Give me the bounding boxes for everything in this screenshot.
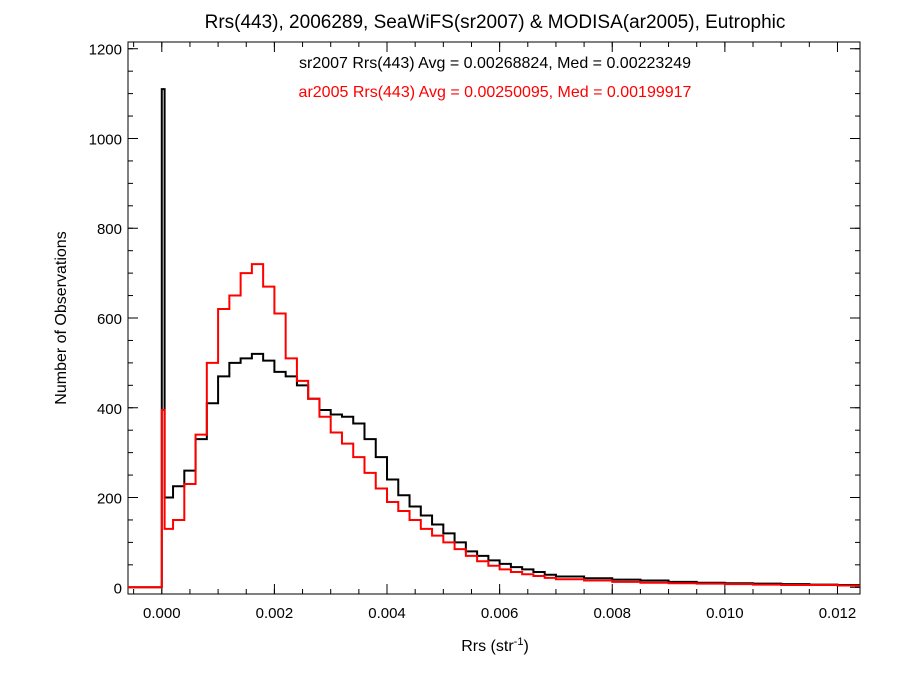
y-tick-labels: 0 200 400 600 800 1000 1200 [89,42,122,598]
plot-area-frame [127,41,861,595]
series-line-ar2005 [128,263,860,589]
x-tick-label: 0.008 [593,605,631,622]
annotation-sr2007: sr2007 Rrs(443) Avg = 0.00268824, Med = … [299,55,691,72]
y-tick-label: 400 [97,401,122,418]
x-tick-label: 0.004 [368,605,406,622]
y-tick-label: 600 [97,311,122,328]
x-tick-label: 0.002 [256,605,294,622]
x-tick-label: 0.010 [706,605,744,622]
y-tick-label: 1000 [89,131,122,148]
x-axis-label: Rrs (str-1) [461,636,529,655]
x-tick-label: 0.006 [481,605,519,622]
x-tick-label: 0.012 [819,605,857,622]
chart-title: Rrs(443), 2006289, SeaWiFS(sr2007) & MOD… [205,12,786,33]
y-tick-label: 0 [114,580,122,597]
y-tick-label: 200 [97,491,122,508]
x-axis-label-superscript: -1 [514,636,524,648]
y-tick-label: 800 [97,221,122,238]
series-line-sr2007 [128,88,860,589]
y-axis-label: Number of Observations [53,231,70,404]
annotation-ar2005: ar2005 Rrs(443) Avg = 0.00250095, Med = … [299,84,692,101]
y-tick-label: 1200 [89,42,122,59]
x-tick-labels: 0.000 0.002 0.004 0.006 0.008 0.010 0.012 [143,605,856,622]
x-axis-label-main: Rrs (str [461,638,514,655]
x-axis-label-close: ) [523,638,528,655]
x-tick-label: 0.000 [143,605,181,622]
series-lines [128,88,860,589]
axis-ticks [128,42,860,594]
